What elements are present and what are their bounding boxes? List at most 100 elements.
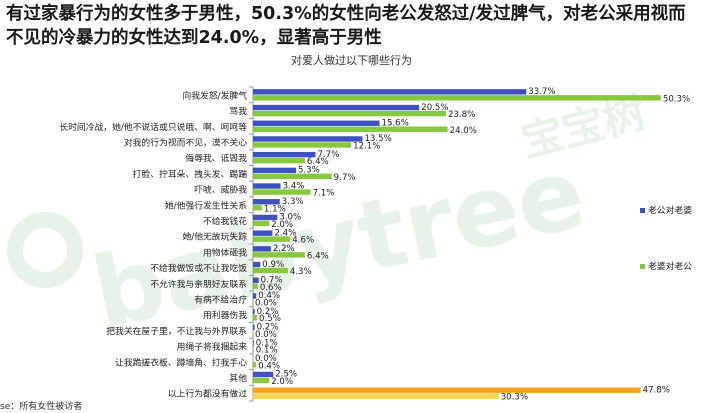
bar-husband: [253, 89, 527, 95]
data-label-husband: 0.9%: [262, 260, 284, 270]
legend-label-wife: 老婆对老公: [648, 260, 692, 272]
category-label: 以上行为都没有做过: [168, 388, 247, 400]
bar-wife: [253, 173, 332, 180]
category-label: 对我的行为视而不见，漠不关心: [124, 136, 247, 148]
category-label: 长时间冷战，她/他不说话或只说哦、啊、呵呵等: [59, 121, 247, 133]
data-label-husband: 15.6%: [382, 118, 409, 128]
category-label: 其他: [229, 372, 247, 384]
legend-swatch-husband: [640, 208, 645, 213]
bar-husband: [253, 167, 296, 174]
bar-wife: [253, 267, 288, 274]
bar-husband: [253, 136, 363, 142]
data-label-wife: 2.0%: [271, 220, 293, 230]
data-label-husband: 3.0%: [279, 213, 301, 223]
bar-husband: [253, 308, 255, 315]
data-label-wife: 2.0%: [271, 377, 293, 387]
bar-husband: [253, 277, 259, 283]
bar-wife: [253, 126, 448, 132]
bar-husband: [253, 183, 281, 189]
bar-wife: [253, 314, 258, 321]
data-label-husband: 20.5%: [421, 103, 448, 113]
data-label-husband: 47.8%: [643, 385, 670, 395]
data-label-wife: 0.5%: [259, 314, 281, 324]
data-label-wife: 4.6%: [292, 236, 314, 246]
bar-wife: [253, 142, 352, 148]
category-label: 她/他强行发生性关系: [165, 199, 247, 211]
bar-wife: [253, 157, 305, 164]
data-label-wife: 7.1%: [313, 189, 335, 199]
category-label: 她/他无故玩失踪: [182, 231, 247, 243]
data-label-wife: 12.1%: [353, 141, 380, 151]
bar-husband: [253, 371, 274, 378]
data-label-wife: 6.4%: [307, 157, 329, 167]
data-label-wife: 0.0%: [255, 330, 277, 340]
bar-husband: [253, 324, 255, 331]
data-label-husband: 13.5%: [364, 134, 391, 144]
data-label-husband: 3.4%: [283, 181, 305, 191]
bar-wife: [253, 377, 270, 384]
bar-husband: [253, 387, 641, 393]
category-label: 侮辱我、诋毁我: [185, 152, 247, 164]
bar-wife: [253, 189, 311, 195]
footnote: se：所有女性被访者: [0, 402, 83, 412]
bar-wife: [253, 220, 270, 227]
data-label-wife: 1.1%: [264, 204, 286, 214]
category-label: 让我跪搓衣板、蹲墙角、打我手心: [115, 356, 247, 368]
bar-husband: [253, 151, 316, 158]
data-label-wife: 0.1%: [256, 346, 278, 356]
data-label-husband: 0.7%: [261, 275, 283, 285]
data-label-wife: 50.3%: [663, 94, 690, 104]
data-label-wife: 9.7%: [334, 173, 356, 183]
bar-husband: [253, 261, 261, 268]
bar-husband: [253, 340, 254, 346]
data-label-wife: 23.8%: [448, 110, 475, 120]
legend-swatch-wife: [640, 264, 645, 269]
data-label-wife: 0.0%: [255, 298, 277, 308]
category-label: 骂我: [229, 106, 247, 117]
headline: 有过家暴行为的女性多于男性，50.3%的女性向老公发怒过/发过脾气，对老公采用视…: [6, 4, 686, 48]
bar-husband: [253, 246, 271, 252]
data-label-husband: 33.7%: [528, 87, 555, 97]
data-label-husband: 3.3%: [282, 197, 304, 207]
category-label: 有病不给治疗: [194, 293, 247, 305]
data-label-wife: 6.4%: [307, 251, 329, 261]
bar-wife: [253, 95, 661, 101]
data-label-husband: 5.3%: [298, 166, 320, 176]
bar-husband: [253, 199, 280, 205]
category-label: 不给我做饭或不让我吃饭: [150, 262, 247, 274]
bar-husband: [253, 293, 257, 299]
data-label-husband: 0.2%: [257, 307, 279, 317]
category-label: 用物体砸我: [203, 246, 247, 258]
chart-content: 向我发怒/发脾气 33.7% 50.3% 骂我 20.5%23.8% 长时间冷战，她/他不…: [59, 86, 692, 403]
category-label: 把我关在屋子里，不让我与外界联系: [106, 325, 247, 337]
bar-wife: [253, 236, 291, 242]
data-label-wife: 30.3%: [501, 393, 528, 403]
category-label: 吓唬、威胁我: [194, 184, 247, 196]
data-label-wife: 24.0%: [450, 126, 477, 136]
bar-husband: [253, 230, 273, 236]
bar-wife: [253, 283, 258, 289]
category-label: 用绳子将我捆起来: [177, 341, 248, 353]
data-label-husband: 7.7%: [317, 150, 339, 160]
data-label-husband: 2.2%: [273, 244, 295, 254]
bar-wife: [253, 393, 499, 399]
data-label-wife: 0.6%: [260, 283, 282, 293]
bar-wife: [253, 346, 254, 352]
bar-husband: [253, 104, 420, 111]
data-label-husband: 2.4%: [274, 228, 296, 238]
data-label-husband: 0.1%: [256, 338, 278, 348]
bar-wife: [253, 362, 257, 368]
data-label-wife: 0.4%: [258, 361, 280, 371]
data-label-husband: 0.0%: [255, 354, 277, 364]
data-label-husband: 0.2%: [257, 323, 279, 333]
category-label: 向我发怒/发脾气: [182, 89, 247, 101]
bar-wife: [253, 205, 262, 211]
chart-title: 对爱人做过以下哪些行为: [291, 54, 412, 67]
category-label: 不给我钱花: [203, 215, 247, 227]
category-label: 打脸、拧耳朵、拽头发、踢踹: [133, 168, 248, 180]
bar-husband: [253, 214, 278, 221]
data-label-husband: 2.5%: [275, 370, 297, 380]
bar-husband: [253, 120, 380, 126]
data-label-wife: 4.3%: [290, 267, 312, 277]
